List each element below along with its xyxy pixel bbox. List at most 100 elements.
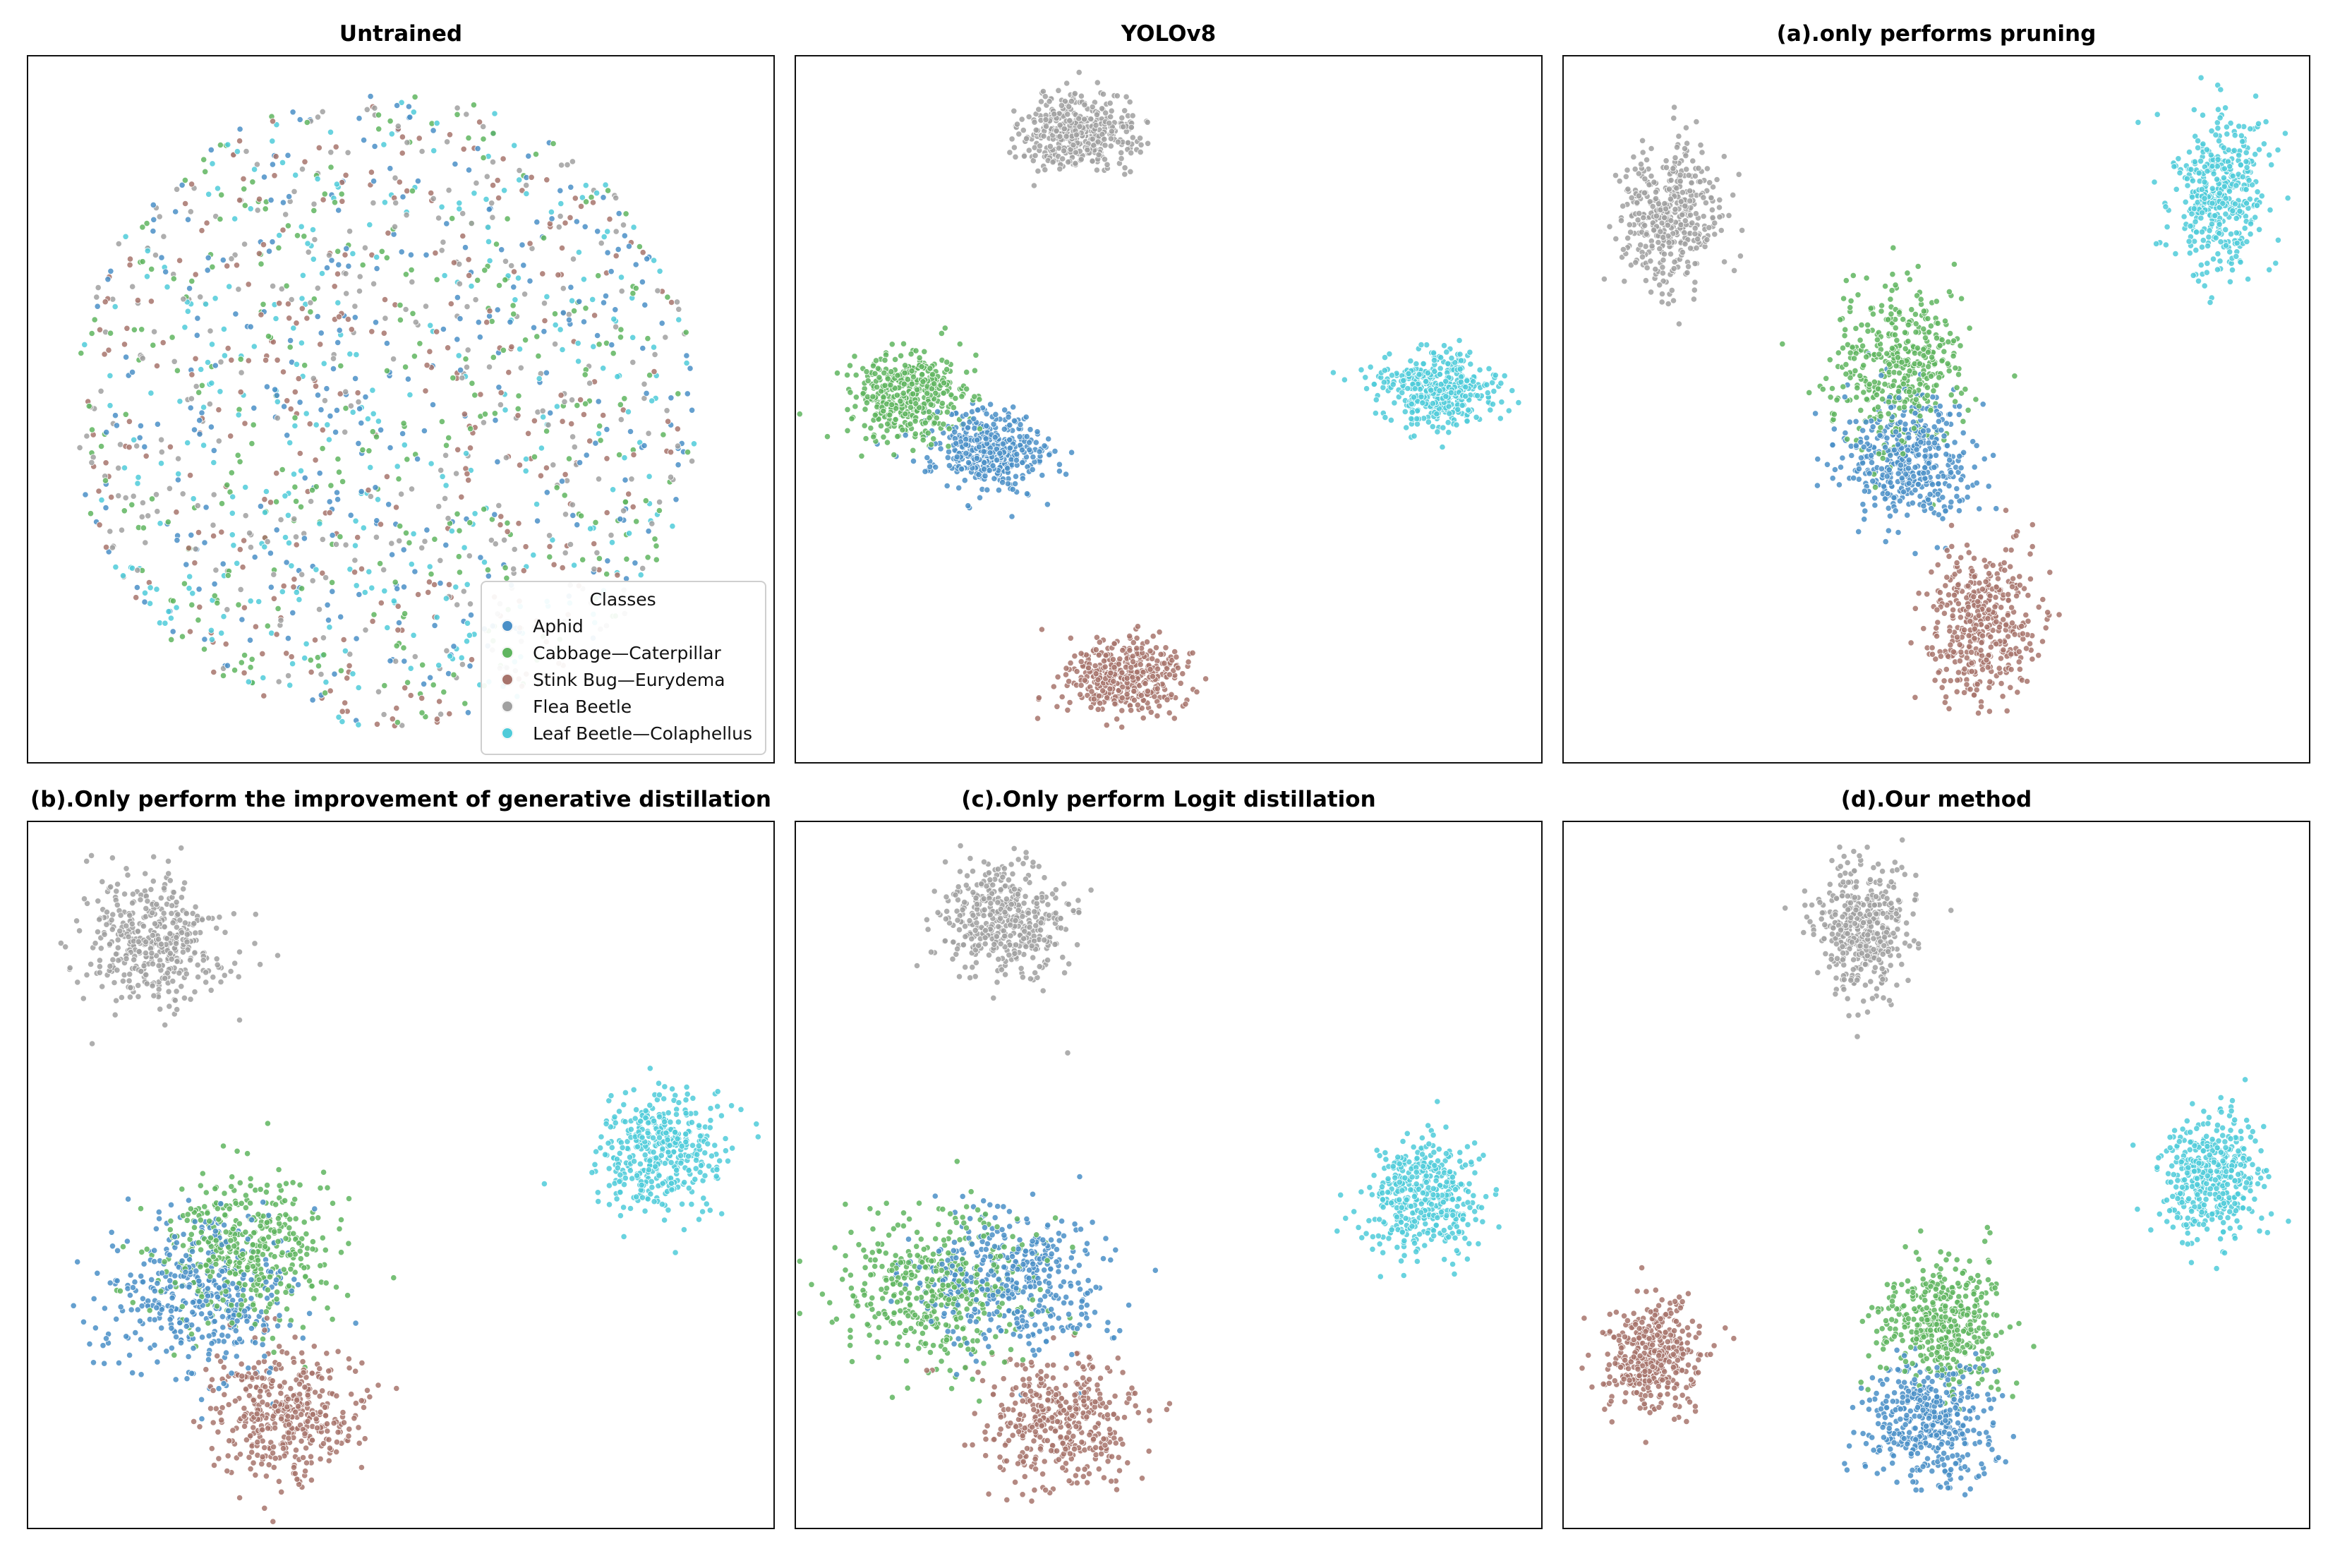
point-flea-beetle — [130, 493, 137, 500]
point-aphid — [1829, 475, 1836, 482]
point-leaf-beetle-colaphellus — [1418, 341, 1425, 349]
point-flea-beetle — [355, 398, 362, 406]
point-aphid — [193, 332, 200, 339]
point-cabbage-caterpillar — [617, 334, 625, 341]
point-aphid — [1929, 393, 1936, 401]
point-leaf-beetle-colaphellus — [428, 460, 435, 467]
point-cabbage-caterpillar — [369, 428, 376, 435]
point-leaf-beetle-colaphellus — [2205, 234, 2212, 241]
point-aphid — [314, 313, 321, 320]
point-flea-beetle — [388, 540, 395, 547]
point-stink-bug-eurydema — [1953, 688, 1960, 695]
point-leaf-beetle-colaphellus — [229, 493, 236, 500]
point-leaf-beetle-colaphellus — [373, 253, 380, 260]
point-stink-bug-eurydema — [236, 546, 243, 553]
point-flea-beetle — [454, 104, 461, 111]
point-aphid — [174, 536, 181, 544]
point-stink-bug-eurydema — [444, 344, 452, 351]
point-leaf-beetle-colaphellus — [220, 325, 227, 332]
point-flea-beetle — [194, 502, 201, 509]
point-leaf-beetle-colaphellus — [313, 421, 320, 428]
point-flea-beetle — [1687, 187, 1694, 195]
point-leaf-beetle-colaphellus — [1416, 371, 1423, 378]
point-leaf-beetle-colaphellus — [580, 276, 588, 283]
point-leaf-beetle-colaphellus — [2258, 193, 2265, 200]
point-cabbage-caterpillar — [454, 510, 461, 517]
point-flea-beetle — [1144, 140, 1152, 147]
point-stink-bug-eurydema — [108, 493, 115, 501]
point-aphid — [457, 366, 464, 373]
point-cabbage-caterpillar — [940, 421, 947, 428]
point-leaf-beetle-colaphellus — [468, 282, 475, 290]
point-stink-bug-eurydema — [1965, 643, 1973, 650]
panel-title: YOLOv8 — [1121, 21, 1217, 47]
point-aphid — [336, 327, 343, 334]
point-flea-beetle — [1080, 116, 1088, 123]
point-flea-beetle — [95, 284, 102, 291]
point-leaf-beetle-colaphellus — [274, 398, 281, 405]
point-stink-bug-eurydema — [2056, 611, 2063, 618]
point-aphid — [946, 462, 953, 469]
legend-item-aphid: Aphid — [493, 613, 752, 639]
point-flea-beetle — [591, 565, 598, 572]
point-leaf-beetle-colaphellus — [157, 459, 165, 467]
legend-marker — [502, 674, 514, 685]
point-flea-beetle — [438, 466, 445, 474]
point-flea-beetle — [361, 244, 368, 251]
point-flea-beetle — [1107, 143, 1114, 150]
point-leaf-beetle-colaphellus — [326, 624, 333, 631]
point-flea-beetle — [1094, 79, 1101, 86]
point-leaf-beetle-colaphellus — [2214, 82, 2221, 89]
point-aphid — [207, 423, 215, 430]
point-stink-bug-eurydema — [603, 455, 610, 462]
point-flea-beetle — [367, 493, 374, 500]
point-aphid — [1041, 442, 1048, 450]
point-aphid — [393, 102, 401, 109]
point-flea-beetle — [93, 294, 100, 301]
point-flea-beetle — [1011, 144, 1018, 151]
point-cabbage-caterpillar — [168, 636, 175, 644]
point-cabbage-caterpillar — [910, 373, 917, 380]
point-stink-bug-eurydema — [1960, 689, 1968, 696]
point-leaf-beetle-colaphellus — [630, 224, 637, 231]
point-aphid — [567, 284, 574, 291]
point-flea-beetle — [396, 537, 403, 545]
point-stink-bug-eurydema — [315, 144, 322, 151]
point-leaf-beetle-colaphellus — [1443, 349, 1450, 356]
point-leaf-beetle-colaphellus — [2214, 106, 2222, 113]
point-cabbage-caterpillar — [150, 342, 157, 349]
point-aphid — [641, 301, 649, 308]
point-stink-bug-eurydema — [274, 356, 281, 363]
point-stink-bug-eurydema — [342, 699, 349, 706]
point-stink-bug-eurydema — [497, 389, 505, 397]
point-flea-beetle — [495, 502, 502, 509]
point-cabbage-caterpillar — [946, 425, 953, 433]
scatter-plot — [1600, 74, 2291, 717]
point-stink-bug-eurydema — [1956, 641, 1963, 649]
point-flea-beetle — [1690, 296, 1697, 303]
point-aphid — [1010, 404, 1017, 411]
point-leaf-beetle-colaphellus — [394, 463, 401, 470]
point-leaf-beetle-colaphellus — [208, 636, 215, 643]
point-flea-beetle — [363, 106, 370, 113]
point-cabbage-caterpillar — [941, 325, 948, 332]
point-aphid — [593, 332, 601, 339]
point-flea-beetle — [1070, 141, 1077, 149]
point-aphid — [965, 459, 972, 466]
point-cabbage-caterpillar — [852, 394, 860, 401]
point-stink-bug-eurydema — [1059, 693, 1066, 701]
point-flea-beetle — [1093, 111, 1100, 119]
point-stink-bug-eurydema — [96, 521, 103, 529]
point-leaf-beetle-colaphellus — [1501, 372, 1508, 380]
point-flea-beetle — [489, 159, 497, 166]
point-flea-beetle — [674, 442, 682, 450]
point-cabbage-caterpillar — [400, 644, 407, 651]
point-leaf-beetle-colaphellus — [200, 442, 207, 449]
point-stink-bug-eurydema — [402, 685, 409, 692]
point-aphid — [454, 294, 462, 301]
point-aphid — [212, 362, 219, 369]
point-leaf-beetle-colaphellus — [1462, 383, 1469, 391]
point-leaf-beetle-colaphellus — [427, 322, 434, 329]
point-cabbage-caterpillar — [320, 651, 327, 658]
point-aphid — [1062, 471, 1070, 478]
